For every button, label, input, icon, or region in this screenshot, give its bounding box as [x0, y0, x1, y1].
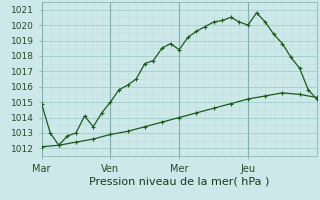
X-axis label: Pression niveau de la mer( hPa ): Pression niveau de la mer( hPa ): [89, 176, 269, 186]
